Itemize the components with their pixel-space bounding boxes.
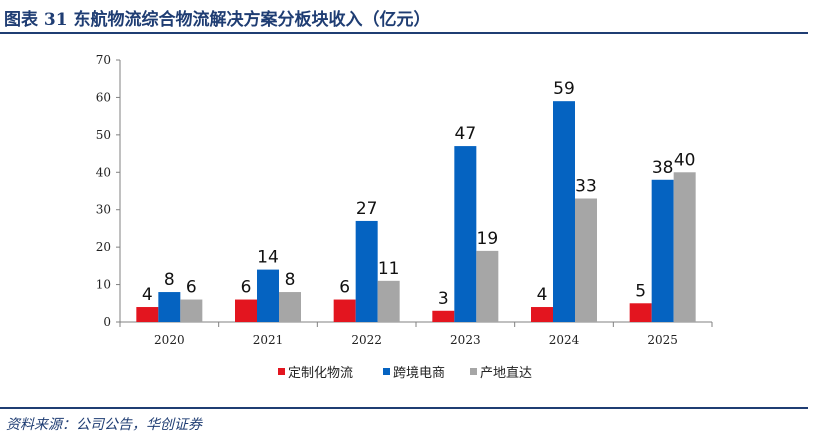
legend-swatch: [278, 368, 285, 375]
bar: [180, 299, 203, 322]
data-label: 11: [378, 259, 400, 279]
bar: [377, 280, 400, 322]
data-label: 6: [241, 278, 252, 298]
data-label: 8: [285, 270, 296, 290]
bar: [673, 172, 696, 322]
x-tick-label: 2023: [450, 333, 481, 347]
bar-chart: 0 10 20 30 40 50 60 70 2020 2021 2022 2023 2024 2025 4…: [96, 53, 713, 381]
source-note: 资料来源：公司公告，华创证券: [6, 417, 202, 433]
y-tick-label: 50: [96, 128, 111, 142]
data-label: 6: [186, 278, 197, 298]
data-label: 59: [553, 79, 575, 99]
figure-title: 图表 31 东航物流综合物流解决方案分板块收入（亿元）: [4, 10, 431, 30]
y-tick-label: 70: [96, 53, 111, 67]
bar: [476, 250, 499, 322]
bar: [553, 101, 575, 322]
bar: [629, 303, 652, 322]
x-tick-label: 2022: [351, 333, 382, 347]
legend-swatch: [470, 368, 477, 375]
x-tick-label: 2025: [647, 333, 678, 347]
data-label: 6: [339, 278, 350, 298]
bar: [333, 299, 356, 322]
data-label: 38: [652, 158, 674, 178]
x-tick-label: 2021: [253, 333, 284, 347]
bar: [235, 299, 257, 322]
y-tick-label: 0: [103, 315, 111, 329]
y-tick-label: 60: [96, 90, 111, 104]
data-label: 47: [455, 124, 477, 144]
data-label: 3: [438, 289, 449, 309]
data-label: 8: [164, 270, 175, 290]
legend-label: 跨境电商: [393, 366, 445, 381]
bar: [575, 198, 597, 322]
x-tick-label: 2020: [154, 333, 185, 347]
y-tick-label: 10: [96, 278, 111, 292]
bar: [158, 292, 181, 322]
legend-swatch: [383, 368, 390, 375]
data-label: 14: [257, 248, 279, 268]
data-label: 40: [674, 150, 696, 170]
x-tick-label: 2024: [549, 333, 580, 347]
data-label: 19: [477, 229, 499, 249]
data-label: 27: [356, 199, 378, 219]
bar: [355, 220, 378, 322]
bar: [279, 292, 301, 322]
y-tick-label: 30: [96, 203, 111, 217]
header-divider: [0, 32, 808, 34]
legend-label: 产地直达: [480, 366, 532, 381]
header: 图表 31 东航物流综合物流解决方案分板块收入（亿元）: [0, 0, 814, 34]
data-label: 33: [575, 176, 597, 196]
footer-divider: [0, 407, 808, 409]
y-tick-label: 40: [96, 165, 111, 179]
bar: [531, 307, 553, 322]
bar: [454, 146, 477, 322]
bar: [651, 179, 674, 322]
data-label: 4: [537, 285, 548, 305]
bar: [136, 307, 159, 322]
legend-label: 定制化物流: [288, 366, 353, 381]
y-tick-label: 20: [96, 240, 111, 254]
data-label: 4: [142, 285, 153, 305]
bar: [432, 310, 455, 322]
data-label: 5: [635, 281, 646, 301]
bar: [257, 269, 279, 322]
